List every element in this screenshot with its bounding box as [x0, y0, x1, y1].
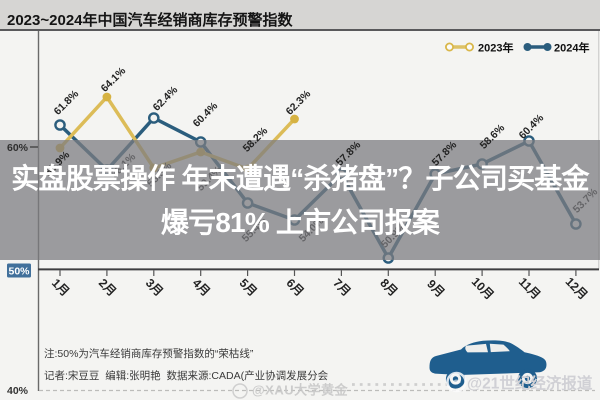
svg-text:60.4%: 60.4% [191, 100, 221, 130]
svg-text:62.3%: 62.3% [284, 88, 314, 118]
svg-text:62.4%: 62.4% [151, 84, 181, 114]
svg-text:60.4%: 60.4% [517, 112, 547, 142]
svg-text:注:50%为汽车经销商库存预警指数的“荣枯线”: 注:50%为汽车经销商库存预警指数的“荣枯线” [44, 347, 254, 360]
svg-text:@XAU大学黄金: @XAU大学黄金 [252, 383, 349, 398]
svg-text:64.1%: 64.1% [99, 65, 129, 95]
svg-text:2024年: 2024年 [554, 41, 589, 55]
svg-text:记者:宋豆豆 编辑:张明艳 数据来源:CADA(产业协调: 记者:宋豆豆 编辑:张明艳 数据来源:CADA(产业协调发展分会 [44, 369, 329, 382]
svg-text:60%: 60% [7, 142, 29, 154]
svg-text:40%: 40% [7, 385, 29, 397]
svg-text:2023年: 2023年 [478, 41, 513, 55]
svg-text:@21世纪经济报道: @21世纪经济报道 [467, 374, 593, 393]
svg-text:61.8%: 61.8% [52, 88, 82, 118]
svg-text:50%: 50% [8, 266, 30, 278]
